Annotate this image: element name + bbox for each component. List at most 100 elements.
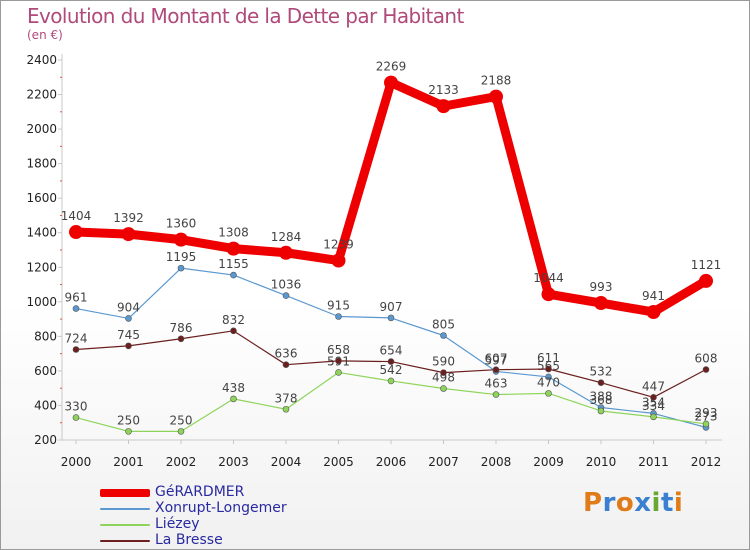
y-tick-label: 1000 [26, 295, 57, 309]
data-label: 368 [590, 393, 613, 407]
data-label: 636 [275, 347, 298, 361]
data-point [545, 373, 552, 381]
data-point [702, 366, 710, 373]
data-label: 330 [65, 400, 88, 414]
data-label: 378 [275, 391, 298, 405]
logo-letter: x [634, 488, 652, 518]
y-tick-label: 1800 [26, 157, 57, 171]
logo-letter: t [660, 488, 674, 518]
logo-letter: o [615, 488, 635, 518]
data-label: 1392 [113, 211, 144, 225]
data-point [331, 253, 346, 268]
data-label: 907 [380, 300, 403, 314]
data-point [335, 313, 342, 320]
data-label: 832 [222, 313, 245, 327]
data-label: 334 [642, 399, 665, 413]
data-label: 658 [327, 343, 350, 357]
y-tick-label: 600 [34, 364, 57, 378]
data-point [650, 413, 657, 421]
data-label: 1195 [166, 250, 197, 264]
data-label: 2269 [376, 60, 407, 74]
data-point [387, 358, 395, 365]
data-point [72, 414, 80, 421]
data-point [492, 366, 500, 374]
logo-letter: i [651, 488, 661, 518]
data-point [125, 428, 132, 435]
data-label: 597 [485, 353, 508, 367]
data-point [594, 296, 608, 311]
data-point [230, 327, 237, 335]
y-tick-label: 1600 [26, 191, 57, 205]
y-tick-label: 1400 [26, 226, 57, 240]
data-point [436, 99, 451, 114]
x-tick-label: 2001 [113, 455, 144, 469]
data-label: 1308 [218, 226, 249, 240]
data-point [387, 377, 395, 385]
x-tick-label: 2003 [218, 455, 249, 469]
data-label: 1360 [166, 217, 197, 231]
data-label: 607 [485, 352, 508, 366]
x-tick-label: 2010 [586, 455, 617, 469]
data-point [335, 357, 342, 365]
y-tick-label: 400 [34, 398, 57, 412]
legend-swatch [100, 524, 150, 526]
data-point [125, 315, 132, 322]
data-label: 993 [590, 280, 613, 294]
data-point [282, 292, 290, 299]
data-point [282, 361, 290, 368]
data-label: 438 [222, 381, 245, 395]
x-tick-label: 2008 [481, 455, 512, 469]
data-label: 2188 [481, 74, 512, 88]
logo-letter: i [673, 488, 684, 518]
data-label: 273 [695, 409, 718, 423]
data-point [72, 305, 80, 312]
data-label: 542 [380, 363, 403, 377]
data-point [440, 332, 447, 339]
y-tick-label: 2000 [26, 122, 57, 136]
chart-title: Evolution du Montant de la Dette par Hab… [27, 4, 464, 28]
data-point [230, 395, 237, 403]
legend-label: Xonrupt-Longemer [155, 500, 287, 516]
data-point [335, 369, 342, 376]
data-point [384, 75, 398, 90]
data-point [492, 391, 500, 398]
logo-letter: P [583, 488, 603, 518]
x-tick-label: 2006 [376, 455, 407, 469]
data-label: 608 [695, 352, 718, 366]
legend-swatch [100, 489, 150, 497]
data-label: 447 [642, 379, 665, 393]
x-tick-label: 2009 [533, 455, 564, 469]
x-tick-label: 2011 [638, 455, 669, 469]
data-point [699, 273, 713, 288]
chart-subtitle: (en €) [27, 28, 63, 42]
x-tick-label: 2005 [323, 455, 354, 469]
data-point [702, 420, 710, 428]
legend-swatch [100, 508, 150, 510]
data-label: 498 [432, 371, 455, 385]
data-label: 724 [65, 331, 88, 345]
data-point [489, 89, 503, 104]
x-tick-label: 2012 [691, 455, 722, 469]
data-point [177, 428, 185, 435]
data-label: 654 [380, 344, 403, 358]
data-label: 470 [537, 375, 560, 389]
data-label: 2133 [428, 83, 459, 97]
data-point [177, 264, 185, 272]
data-point [387, 314, 395, 322]
x-tick-label: 2002 [166, 455, 197, 469]
data-label: 1239 [323, 238, 354, 252]
data-label: 1036 [271, 278, 302, 292]
data-label: 463 [485, 377, 508, 391]
data-point [72, 346, 80, 353]
data-label: 250 [117, 413, 140, 427]
data-point [597, 407, 605, 415]
legend-label: Liézey [155, 516, 200, 532]
data-label: 354 [642, 395, 665, 409]
data-point [597, 379, 605, 386]
data-label: 611 [537, 351, 560, 365]
data-point [226, 241, 241, 256]
data-label: 250 [170, 413, 193, 427]
data-label: 590 [432, 355, 455, 369]
